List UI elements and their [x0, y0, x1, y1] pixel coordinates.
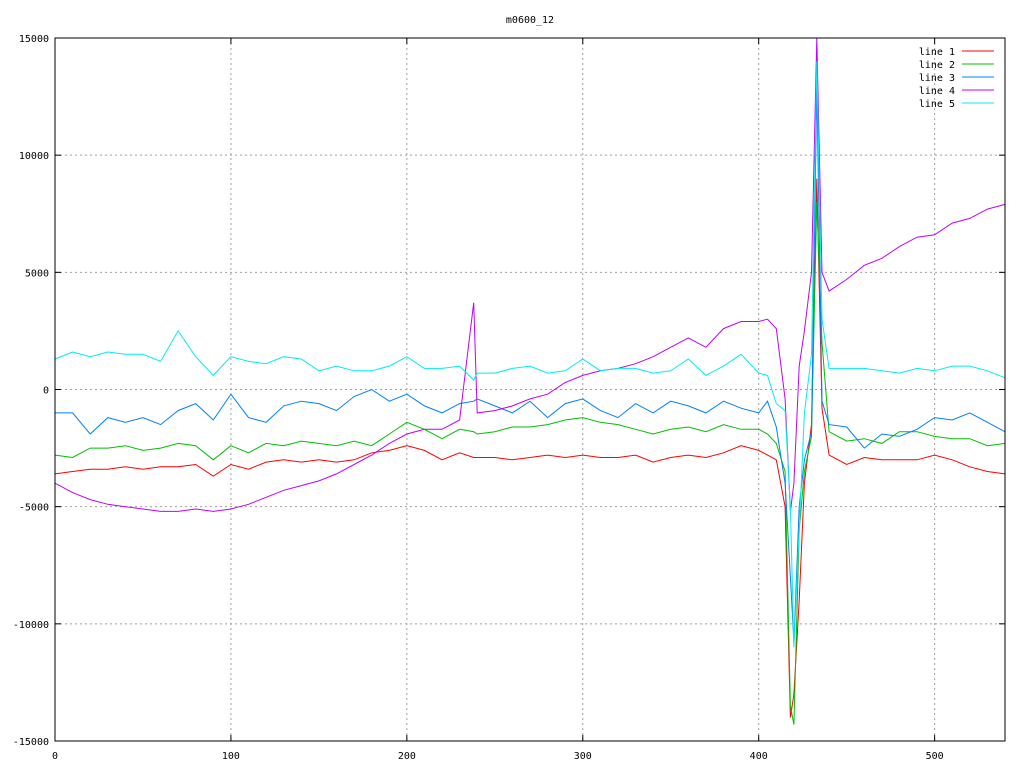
series-lines [54, 37, 1006, 725]
y-tick-label: 5000 [25, 268, 49, 279]
y-tick-label: -15000 [13, 737, 49, 748]
series-line-1 [54, 178, 1006, 718]
y-tick-label: 0 [43, 386, 49, 397]
x-tick-label: 100 [222, 751, 240, 762]
legend-label: line 3 [919, 73, 955, 84]
x-tick-label: 0 [52, 751, 58, 762]
legend-label: line 5 [919, 99, 955, 110]
y-tick-label: 10000 [19, 151, 49, 162]
axis-ticks: 0 100 200 300 400 500 -15000 -10000 -5000 0 5000 10… [13, 34, 1005, 762]
legend-label: line 2 [919, 60, 955, 71]
legend-label: line 4 [919, 86, 955, 97]
x-tick-label: 200 [398, 751, 416, 762]
grid [55, 38, 1005, 741]
legend: line 1 line 2 line 3 line 4 line 5 [919, 47, 994, 110]
y-tick-label: -5000 [19, 503, 49, 514]
chart-title: m0600_12 [506, 15, 554, 26]
series-line-2 [54, 201, 1006, 725]
y-tick-label: 15000 [19, 34, 49, 45]
y-tick-label: -10000 [13, 620, 49, 631]
series-line-3 [55, 84, 1006, 643]
series-line-4 [54, 37, 1006, 512]
x-tick-label: 400 [750, 751, 768, 762]
legend-label: line 1 [919, 47, 955, 58]
series-line-5 [54, 61, 1006, 648]
x-tick-label: 300 [574, 751, 592, 762]
x-tick-label: 500 [926, 751, 944, 762]
